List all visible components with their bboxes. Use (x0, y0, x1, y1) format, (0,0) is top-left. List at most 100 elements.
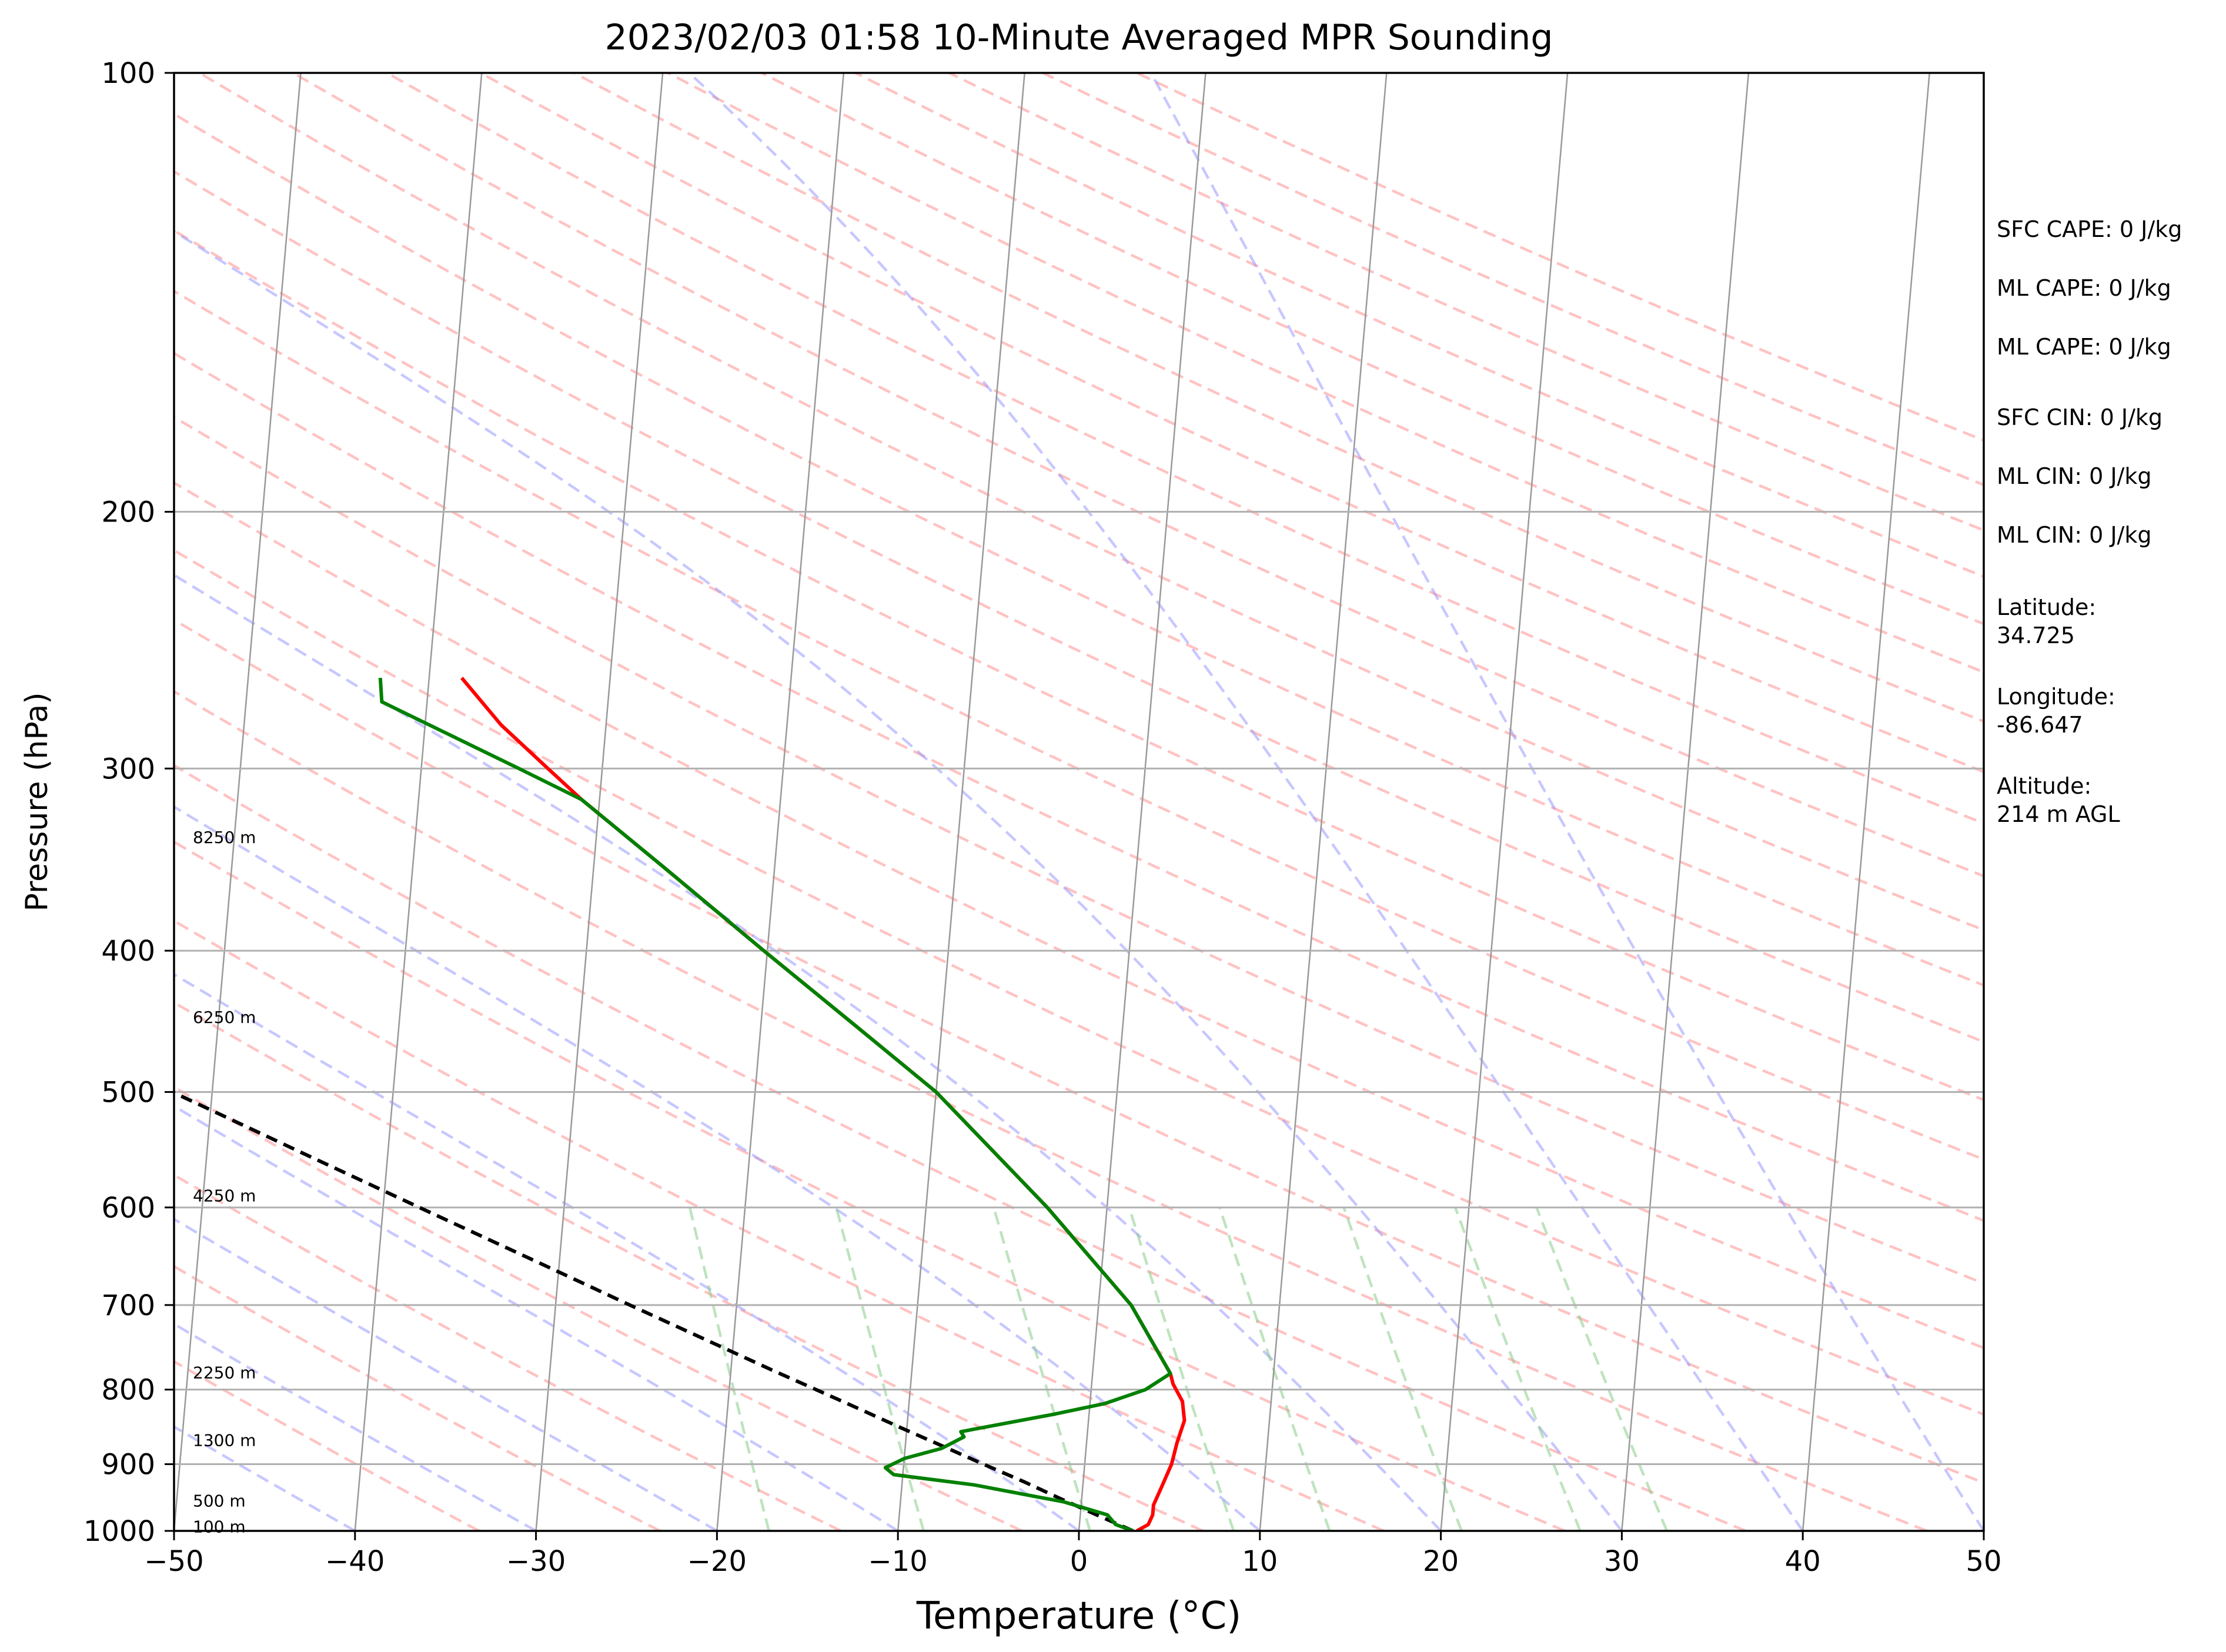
y-tick-label: 200 (101, 496, 155, 529)
height-label: 8250 m (193, 828, 256, 847)
dry-adiabat-line (386, 73, 1984, 825)
isotherm-line (174, 73, 302, 1531)
x-tick-label: −50 (144, 1545, 203, 1578)
chart-title: 2023/02/03 01:58 10-Minute Averaged MPR … (605, 17, 1553, 58)
y-tick-label: 700 (101, 1289, 155, 1322)
dry-adiabat-line (174, 229, 1984, 1102)
x-tick-label: 30 (1604, 1545, 1640, 1578)
x-tick-label: 20 (1423, 1545, 1459, 1578)
dry-adiabat-line (480, 73, 1984, 774)
annotations: SFC CAPE: 0 J/kg ML CAPE: 0 J/kg ML CAPE: … (1997, 216, 2182, 827)
moist-adiabat-line (688, 73, 1804, 1531)
x-axis-ticks: −50 −40 −30 −20 −10 0 10 20 30 40 50 (144, 1531, 2002, 1578)
dry-adiabat-line (761, 73, 1984, 626)
isotherm-line (897, 73, 1025, 1531)
moist-adiabat-line (1149, 73, 1984, 1531)
x-tick-label: −40 (325, 1545, 385, 1578)
annotation-text: SFC CIN: 0 J/kg (1997, 404, 2163, 430)
y-tick-label: 1000 (83, 1515, 155, 1548)
annotation-text: ML CIN: 0 J/kg (1997, 463, 2151, 489)
moist-adiabat-line (174, 1218, 718, 1531)
y-tick-label: 300 (101, 753, 155, 785)
height-label: 100 m (193, 1517, 246, 1537)
mixing-ratio-line (1342, 1207, 1463, 1531)
annotation-text: SFC CAPE: 0 J/kg (1997, 216, 2182, 242)
mixing-ratio-line (1453, 1207, 1582, 1531)
mixing-ratio-line (835, 1207, 925, 1531)
moist-adiabat-line (174, 1425, 356, 1531)
y-axis-ticks: 100 200 300 400 500 600 700 800 900 1000 (83, 57, 174, 1548)
sounding-series (174, 677, 1186, 1531)
isotherm-line (1078, 73, 1206, 1531)
dry-adiabat-line (174, 289, 1984, 1161)
dry-adiabat-line (174, 840, 1566, 1531)
dry-adiabat-line (174, 112, 1984, 987)
x-axis-label: Temperature (°C) (916, 1594, 1241, 1638)
mixing-ratio-line (688, 1207, 770, 1531)
x-tick-label: 50 (1966, 1545, 2001, 1578)
annotation-text: ML CAPE: 0 J/kg (1997, 275, 2171, 301)
isotherm-line (1621, 73, 1750, 1531)
moist-adiabat-line (174, 972, 1080, 1531)
isotherm-line (1801, 73, 1930, 1531)
x-tick-label: 40 (1785, 1545, 1821, 1578)
dry-adiabat-line (198, 73, 1984, 932)
height-label: 2250 m (193, 1363, 256, 1382)
annotation-text: Altitude: 214 m AGL (1997, 773, 2120, 827)
annotation-text: ML CAPE: 0 J/kg (1997, 334, 2171, 360)
mixing-ratio-line (1535, 1206, 1669, 1531)
x-tick-label: −20 (687, 1545, 747, 1578)
isotherm-line (716, 73, 845, 1531)
dry-adiabat-line (174, 170, 1984, 1044)
isotherm-line (1259, 73, 1388, 1531)
height-labels: 100 m 500 m 1300 m 2250 m 4250 m 6250 m 8250 m (193, 828, 256, 1536)
y-tick-label: 600 (101, 1192, 155, 1225)
height-label: 6250 m (193, 1008, 256, 1027)
y-tick-label: 500 (101, 1076, 155, 1109)
annotation-text: Longitude: -86.647 (1997, 684, 2115, 738)
y-tick-label: 400 (101, 935, 155, 968)
moist-adiabat-line (174, 1322, 537, 1531)
dry-adiabat-line (573, 73, 1984, 723)
background-lines (174, 73, 1984, 1531)
mixing-ratio-line (992, 1207, 1092, 1531)
annotation-text: ML CIN: 0 J/kg (1997, 522, 2151, 548)
y-axis-label: Pressure (hPa) (19, 693, 55, 912)
dry-adiabat-line (174, 415, 1984, 1285)
parcel-line (174, 1091, 1134, 1531)
dry-adiabat-line (174, 1085, 1022, 1531)
moist-adiabat-line (174, 229, 1623, 1531)
plot-frame (173, 72, 1985, 1532)
dry-adiabat-line (292, 73, 1984, 878)
mixing-ratio-line (1128, 1207, 1235, 1531)
dry-adiabat-line (174, 549, 1984, 1416)
height-label: 500 m (193, 1491, 246, 1510)
moist-adiabat-line (174, 805, 1261, 1531)
dry-adiabat-line (174, 1001, 1204, 1531)
isotherm-line (535, 73, 664, 1531)
dry-adiabat-line (174, 1360, 480, 1531)
isotherm-line (1440, 73, 1569, 1531)
y-tick-label: 100 (101, 57, 155, 90)
height-label: 1300 m (193, 1431, 256, 1450)
temperature-line (460, 677, 1186, 1531)
x-tick-label: 0 (1070, 1545, 1088, 1578)
dry-adiabat-line (1042, 73, 1984, 487)
x-tick-label: −30 (506, 1545, 566, 1578)
annotation-text: Latitude: 34.725 (1997, 594, 2096, 648)
moist-adiabat-line (174, 573, 1442, 1531)
dry-adiabat-line (174, 618, 1984, 1484)
moist-adiabat-line (174, 1104, 899, 1531)
y-tick-label: 800 (101, 1374, 155, 1407)
dry-adiabat-line (174, 690, 1927, 1531)
y-tick-label: 900 (101, 1449, 155, 1482)
dry-adiabat-line (174, 1265, 661, 1531)
x-tick-label: 10 (1242, 1545, 1278, 1578)
x-tick-label: −10 (868, 1545, 928, 1578)
dry-adiabat-line (854, 73, 1984, 578)
dry-adiabat-line (174, 764, 1747, 1531)
height-label: 4250 m (193, 1186, 256, 1206)
dry-adiabat-line (174, 1173, 842, 1531)
dewpoint-line (378, 677, 1172, 1531)
